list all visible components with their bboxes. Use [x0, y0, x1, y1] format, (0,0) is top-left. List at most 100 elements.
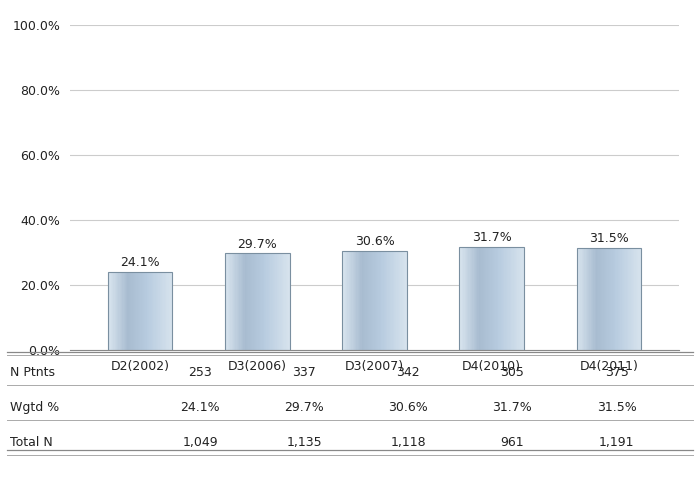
Bar [486, 247, 488, 350]
Bar [459, 247, 524, 350]
Bar [516, 247, 517, 350]
Bar [241, 254, 242, 350]
Bar [276, 254, 278, 350]
Bar [579, 248, 580, 350]
Bar [259, 254, 260, 350]
Bar [393, 250, 394, 350]
Bar [398, 250, 399, 350]
Bar [367, 250, 368, 350]
Bar [354, 250, 355, 350]
Bar [519, 247, 520, 350]
Bar [493, 247, 494, 350]
Bar [140, 272, 141, 350]
Bar [629, 248, 631, 350]
Bar [609, 248, 610, 350]
Bar [157, 272, 158, 350]
Bar [239, 254, 241, 350]
Bar [164, 272, 166, 350]
Bar [229, 254, 230, 350]
Bar [363, 250, 364, 350]
Bar [587, 248, 588, 350]
Bar [477, 247, 479, 350]
Bar [606, 248, 608, 350]
Bar [147, 272, 148, 350]
Bar [278, 254, 279, 350]
Bar [382, 250, 384, 350]
Bar [264, 254, 265, 350]
Bar [143, 272, 144, 350]
Bar [144, 272, 146, 350]
Bar [390, 250, 391, 350]
Text: 1,049: 1,049 [182, 436, 218, 449]
Bar [592, 248, 594, 350]
Bar [611, 248, 612, 350]
Bar [359, 250, 360, 350]
Bar [377, 250, 379, 350]
Bar [150, 272, 152, 350]
Bar [265, 254, 267, 350]
Bar [465, 247, 466, 350]
Bar [385, 250, 386, 350]
Bar [491, 247, 493, 350]
Bar [152, 272, 153, 350]
Bar [503, 247, 505, 350]
Bar [288, 254, 290, 350]
Bar [615, 248, 617, 350]
Bar [507, 247, 508, 350]
Bar [225, 254, 227, 350]
Bar [284, 254, 286, 350]
Bar [496, 247, 497, 350]
Bar [132, 272, 134, 350]
Bar [381, 250, 382, 350]
Bar [251, 254, 252, 350]
Bar [281, 254, 282, 350]
Text: 24.1%: 24.1% [120, 256, 160, 269]
Bar [364, 250, 365, 350]
Text: 30.6%: 30.6% [355, 235, 394, 248]
Bar [349, 250, 350, 350]
Bar [498, 247, 499, 350]
Bar [482, 247, 484, 350]
Bar [109, 272, 111, 350]
Bar [260, 254, 261, 350]
Bar [632, 248, 634, 350]
Text: 375: 375 [605, 366, 629, 379]
Bar [500, 247, 502, 350]
Bar [577, 248, 641, 350]
Bar [166, 272, 167, 350]
Bar [622, 248, 623, 350]
Bar [463, 247, 465, 350]
Bar [628, 248, 629, 350]
Bar [365, 250, 367, 350]
Bar [490, 247, 491, 350]
Bar [470, 247, 471, 350]
Bar [121, 272, 122, 350]
Bar [355, 250, 356, 350]
Bar [256, 254, 258, 350]
Bar [619, 248, 620, 350]
Bar [287, 254, 288, 350]
Bar [356, 250, 358, 350]
Bar [252, 254, 253, 350]
Bar [617, 248, 619, 350]
Bar [269, 254, 270, 350]
Bar [346, 250, 347, 350]
Bar [160, 272, 161, 350]
Text: 29.7%: 29.7% [237, 238, 277, 251]
Bar [471, 247, 472, 350]
Bar [255, 254, 256, 350]
Bar [582, 248, 583, 350]
Bar [637, 248, 638, 350]
Bar [267, 254, 269, 350]
Bar [614, 248, 615, 350]
Bar [353, 250, 354, 350]
Bar [227, 254, 228, 350]
Bar [638, 248, 640, 350]
Bar [108, 272, 172, 350]
Text: 30.6%: 30.6% [389, 401, 428, 414]
Bar [129, 272, 130, 350]
Text: 961: 961 [500, 436, 524, 449]
Text: 337: 337 [293, 366, 316, 379]
Text: 1,118: 1,118 [391, 436, 426, 449]
Bar [158, 272, 160, 350]
